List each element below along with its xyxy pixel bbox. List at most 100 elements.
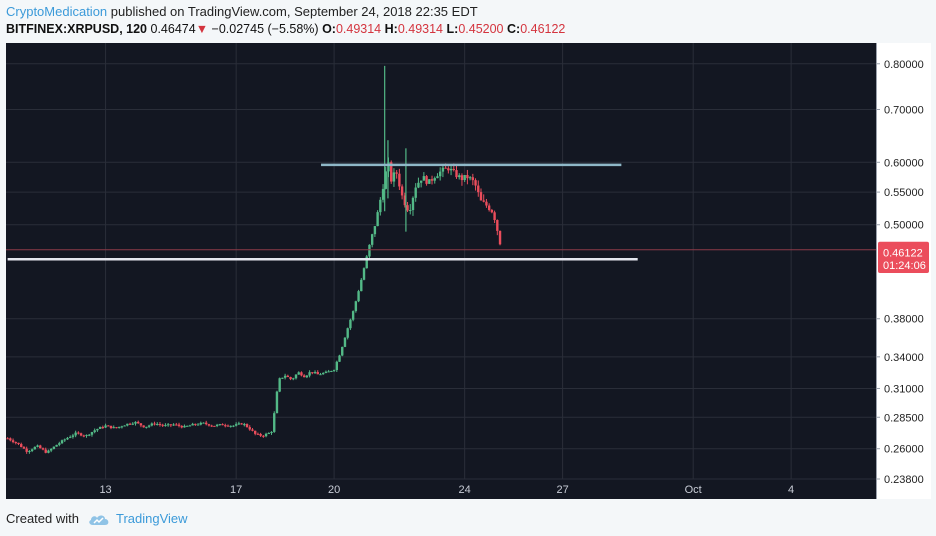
candle-body — [69, 436, 72, 438]
candle-body — [351, 311, 355, 320]
y-tick-label: 0.38000 — [884, 314, 924, 326]
price-chart[interactable]: 0.80000 0.70000 0.60000 0.55000 0.50000 0.380… — [6, 43, 931, 499]
y-tick-label: 0.60000 — [884, 157, 924, 169]
candle-body — [327, 371, 330, 373]
candle-body — [275, 391, 279, 414]
y-tick-label: 0.70000 — [884, 104, 924, 116]
candle-body — [213, 425, 216, 427]
candle-body — [126, 423, 129, 426]
candle-body — [479, 192, 483, 201]
candle-body — [341, 346, 344, 356]
candle-body — [177, 424, 181, 426]
candle-body — [471, 177, 475, 181]
candle-body — [41, 448, 45, 450]
candle-body — [477, 185, 480, 193]
candle-body — [150, 423, 154, 426]
candle-body — [332, 370, 336, 372]
candle-body — [390, 162, 393, 182]
candle-body — [354, 301, 358, 312]
x-tick-label: 24 — [459, 484, 471, 496]
candle-body — [493, 212, 496, 221]
candle-body — [349, 319, 352, 329]
candle-body — [368, 244, 371, 257]
candle-body — [294, 374, 298, 379]
down-arrow-icon: ▼ — [195, 22, 209, 36]
candle-body — [215, 424, 219, 427]
candle-body — [20, 444, 23, 448]
y-tick-label: 0.50000 — [884, 220, 924, 232]
candle-body — [183, 425, 186, 428]
candle-body — [384, 171, 387, 189]
chart-container[interactable]: 0.80000 0.70000 0.60000 0.55000 0.50000 0.380… — [6, 43, 931, 499]
candle-body — [134, 421, 137, 424]
candle-body — [180, 425, 183, 428]
x-tick-label: 17 — [230, 484, 242, 496]
candle-body — [202, 422, 205, 424]
candle-body — [262, 435, 265, 437]
candle-body — [490, 209, 494, 213]
y-tick-label: 0.23800 — [884, 474, 924, 486]
candle-body — [436, 176, 439, 179]
candle-body — [433, 178, 436, 181]
candle-body — [11, 440, 15, 443]
candle-body — [96, 428, 99, 431]
candle-body — [411, 197, 415, 211]
candle-body — [398, 173, 401, 187]
candle-body — [191, 423, 194, 426]
candle-body — [322, 372, 325, 375]
candle-body — [302, 375, 306, 378]
candle-body — [17, 442, 20, 445]
candle-body — [428, 179, 431, 184]
candle-body — [381, 188, 385, 200]
y-tick-label: 0.28500 — [884, 412, 924, 424]
candle-body — [335, 361, 339, 371]
candle-body — [474, 180, 477, 186]
candle-body — [370, 234, 374, 245]
publish-line: CryptoMedication published on TradingVie… — [6, 4, 478, 19]
candle-body — [224, 425, 227, 427]
candle-body — [63, 439, 66, 441]
candle-body — [107, 425, 110, 427]
candle-body — [362, 268, 366, 280]
tradingview-link[interactable]: TradingView — [115, 511, 188, 526]
candle-body — [286, 375, 290, 378]
candle-body — [441, 167, 445, 172]
candle-body — [376, 212, 379, 227]
candle-body — [452, 168, 455, 171]
candle-body — [164, 425, 167, 427]
candle-body — [267, 433, 270, 435]
candle-body — [82, 435, 86, 437]
candle-body — [44, 449, 47, 453]
candle-body — [229, 425, 232, 427]
candle-body — [39, 445, 42, 449]
candle-body — [403, 195, 407, 206]
candle-body — [30, 449, 34, 451]
close-value: 0.46122 — [520, 22, 566, 36]
y-tick-label: 0.26000 — [884, 444, 924, 456]
author-link[interactable]: CryptoMedication — [6, 4, 108, 19]
candle-body — [458, 175, 461, 178]
candle-body — [300, 372, 303, 376]
candle-body — [406, 205, 409, 211]
candle-body — [88, 434, 91, 436]
candle-body — [468, 177, 472, 179]
candle-body — [175, 424, 178, 426]
candle-body — [104, 425, 107, 428]
candle-body — [109, 425, 113, 429]
candle-body — [346, 328, 349, 338]
candle-body — [52, 446, 56, 449]
candle-body — [194, 423, 197, 425]
candle-body — [425, 176, 428, 184]
candle-body — [273, 413, 276, 432]
candle-body — [430, 179, 434, 181]
candle-body — [311, 372, 314, 374]
candle-body — [98, 427, 102, 429]
low-value: 0.45200 — [458, 22, 504, 36]
candle-body — [131, 423, 134, 425]
candle-body — [90, 432, 94, 435]
candle-body — [49, 448, 53, 451]
candle-body — [185, 425, 189, 427]
footer: Created with TradingView — [6, 511, 188, 526]
candle-body — [93, 430, 96, 433]
candle-body — [237, 423, 241, 425]
